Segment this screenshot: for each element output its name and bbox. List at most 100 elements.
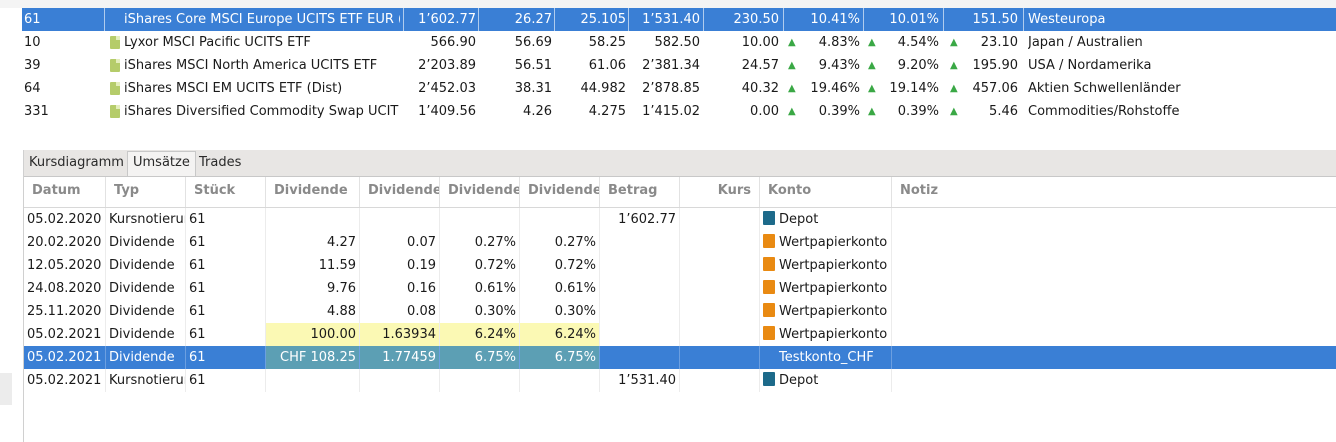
- column-header-konto[interactable]: Konto: [760, 177, 892, 207]
- security-cell-region: USA / Nordamerika: [1028, 58, 1152, 73]
- security-cell-name: iShares MSCI North America UCITS ETF: [124, 58, 378, 73]
- security-cell-c6: 195.90: [972, 58, 1019, 73]
- transaction-cell-betrag: [600, 323, 680, 346]
- transaction-cell-notiz: [892, 300, 1336, 323]
- trend-up-icon: ▲: [788, 83, 796, 94]
- column-header-notiz[interactable]: Notiz: [900, 183, 939, 198]
- security-cell-c3: 4.275: [588, 104, 626, 119]
- transaction-cell-d1: CHF 108.25: [266, 346, 360, 369]
- security-cell-c4: 2’381.34: [642, 58, 700, 73]
- security-cell-c5: 40.32: [741, 81, 779, 96]
- tab-umsaetze[interactable]: Umsätze: [127, 151, 196, 176]
- transaction-cell-typ: Dividende: [106, 300, 186, 323]
- transaction-cell-d4: 0.27%: [520, 231, 600, 254]
- top-table-scroll-edge: [0, 0, 1336, 8]
- security-cell-p1: 4.83%: [818, 35, 860, 50]
- security-row[interactable]: 64 iShares MSCI EM UCITS ETF (Dist) 2’452.…: [22, 77, 1336, 100]
- security-cell-c1: 2’452.03: [418, 81, 476, 96]
- transaction-row[interactable]: 20.02.2020 Dividende 61 4.27 0.07 0.27% 0.27% W…: [24, 231, 1336, 254]
- tab-trades[interactable]: Trades: [199, 155, 242, 170]
- trend-up-icon: ▲: [868, 60, 876, 71]
- transaction-cell-kurs: [680, 208, 760, 231]
- security-cell-p2: 9.20%: [897, 58, 939, 73]
- transaction-cell-typ: Kursnotierung: [106, 208, 186, 231]
- transaction-cell-typ: Dividende: [106, 254, 186, 277]
- account-label: Wertpapierkonto: [779, 258, 888, 273]
- transaction-cell-d2: [360, 208, 440, 231]
- account-label: Wertpapierkonto: [779, 304, 888, 319]
- transaction-cell-d3: 6.24%: [440, 323, 520, 346]
- security-row[interactable]: 39 iShares MSCI North America UCITS ETF 2’…: [22, 54, 1336, 77]
- security-row[interactable]: 61 iShares Core MSCI Europe UCITS ETF EUR…: [22, 8, 1336, 31]
- column-header-datum[interactable]: Datum: [24, 177, 106, 207]
- transaction-cell-datum: 24.08.2020: [24, 277, 106, 300]
- security-cell-c3: 25.105: [580, 12, 627, 27]
- transaction-cell-konto: Wertpapierkonto: [760, 300, 892, 323]
- transaction-cell-konto: Wertpapierkonto: [760, 323, 892, 346]
- transaction-row[interactable]: 12.05.2020 Dividende 61 11.59 0.19 0.72% 0.72%…: [24, 254, 1336, 277]
- security-cell-id: 10: [24, 35, 41, 50]
- transaction-row[interactable]: 05.02.2021 Dividende 61 CHF 108.25 1.77459 6.…: [24, 346, 1336, 369]
- transaction-cell-datum: 20.02.2020: [24, 231, 106, 254]
- transaction-row[interactable]: 25.11.2020 Dividende 61 4.88 0.08 0.30% 0.30% W…: [24, 300, 1336, 323]
- security-file-icon: [110, 105, 120, 118]
- security-row[interactable]: 10 Lyxor MSCI Pacific UCITS ETF 566.90 56.6…: [22, 31, 1336, 54]
- column-header-stueck[interactable]: Stück: [186, 177, 266, 207]
- transaction-cell-d4: 6.75%: [520, 346, 600, 369]
- transaction-cell-konto: Testkonto_CHF: [760, 346, 892, 369]
- security-cell-c4: 1’531.40: [642, 12, 700, 27]
- trend-up-icon: ▲: [788, 60, 796, 71]
- transaction-cell-d1: 4.88: [266, 300, 360, 323]
- account-label: Testkonto_CHF: [779, 350, 874, 365]
- account-label: Wertpapierkonto: [779, 235, 888, 250]
- security-cell-c1: 566.90: [430, 35, 477, 50]
- transaction-cell-d1: 100.00: [266, 323, 360, 346]
- column-header-dividende-4[interactable]: Dividende: [520, 177, 600, 207]
- transaction-cell-konto: Wertpapierkonto: [760, 254, 892, 277]
- transaction-cell-kurs: [680, 346, 760, 369]
- transaction-cell-betrag: 1’531.40: [600, 369, 680, 392]
- transaction-cell-datum: 05.02.2021: [24, 323, 106, 346]
- column-header-dividende-3[interactable]: Dividende: [440, 177, 520, 207]
- trend-up-icon: ▲: [868, 83, 876, 94]
- transaction-cell-d1: 4.27: [266, 231, 360, 254]
- account-icon: [763, 326, 775, 340]
- trend-up-icon: ▲: [868, 106, 876, 117]
- transaction-cell-d2: 0.16: [360, 277, 440, 300]
- security-cell-p2: 4.54%: [897, 35, 939, 50]
- column-header-dividende-1[interactable]: Dividende: [266, 177, 360, 207]
- transaction-cell-d3: [440, 208, 520, 231]
- column-header-typ[interactable]: Typ: [106, 177, 186, 207]
- transaction-cell-d2: 1.63934: [360, 323, 440, 346]
- column-separator: [1023, 8, 1024, 31]
- transaction-cell-d1: 9.76: [266, 277, 360, 300]
- security-cell-c2: 26.27: [514, 12, 552, 27]
- security-cell-c2: 38.31: [514, 81, 552, 96]
- security-cell-c1: 1’409.56: [418, 104, 476, 119]
- transaction-cell-d4: 6.24%: [520, 323, 600, 346]
- account-icon: [763, 280, 775, 294]
- transaction-row[interactable]: 24.08.2020 Dividende 61 9.76 0.16 0.61% 0.61% W…: [24, 277, 1336, 300]
- transaction-row[interactable]: 05.02.2021 Dividende 61 100.00 1.63934 6.24% 6…: [24, 323, 1336, 346]
- column-separator: [403, 8, 404, 31]
- transaction-cell-stueck: 61: [186, 208, 266, 231]
- column-header-dividende-2[interactable]: Dividende: [360, 177, 440, 207]
- transaction-cell-notiz: [892, 208, 1336, 231]
- transaction-cell-typ: Dividende: [106, 323, 186, 346]
- transaction-cell-betrag: 1’602.77: [600, 208, 680, 231]
- column-separator: [104, 8, 105, 31]
- security-cell-p1: 19.46%: [810, 81, 860, 96]
- transactions-header: Datum Typ Stück Dividende Dividende Divi…: [24, 177, 1336, 208]
- transaction-row[interactable]: 05.02.2021Kursnotierung61 1’531.40 Depot: [24, 369, 1336, 392]
- transaction-cell-notiz: [892, 369, 1336, 392]
- column-header-betrag[interactable]: Betrag: [600, 177, 680, 207]
- transaction-row[interactable]: 05.02.2020Kursnotierung61 1’602.77 Depot: [24, 208, 1336, 231]
- column-header-kurs[interactable]: Kurs: [680, 177, 760, 207]
- security-row[interactable]: 331 iShares Diversified Commodity Swap UC…: [22, 100, 1336, 123]
- security-cell-id: 39: [24, 58, 41, 73]
- security-cell-id: 61: [24, 12, 41, 27]
- account-label: Depot: [779, 212, 819, 227]
- transaction-cell-typ: Dividende: [106, 231, 186, 254]
- tab-kursdiagramm[interactable]: Kursdiagramm: [29, 155, 124, 170]
- transaction-cell-notiz: [892, 346, 1336, 369]
